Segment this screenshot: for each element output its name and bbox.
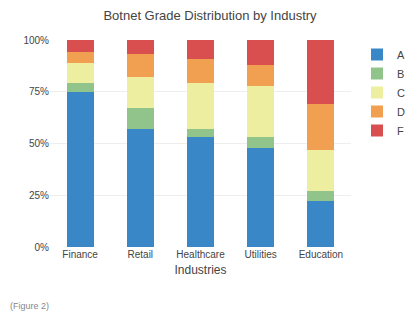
svg-text:Retail: Retail [128, 249, 154, 260]
svg-text:Industries: Industries [174, 263, 226, 277]
svg-text:B: B [397, 68, 404, 80]
svg-text:Finance: Finance [62, 249, 98, 260]
svg-text:D: D [397, 106, 405, 118]
svg-text:Botnet Grade Distribution by I: Botnet Grade Distribution by Industry [103, 8, 317, 23]
svg-text:75%: 75% [29, 86, 49, 97]
svg-text:25%: 25% [29, 190, 49, 201]
svg-text:C: C [397, 87, 405, 99]
svg-text:Healthcare: Healthcare [176, 249, 225, 260]
svg-text:A: A [397, 49, 405, 61]
svg-text:(Figure 2): (Figure 2) [10, 301, 49, 311]
svg-text:50%: 50% [29, 138, 49, 149]
svg-text:0%: 0% [35, 242, 50, 253]
svg-text:100%: 100% [23, 35, 49, 46]
svg-text:F: F [397, 125, 404, 137]
svg-text:Education: Education [299, 249, 343, 260]
svg-text:Utilities: Utilities [245, 249, 277, 260]
